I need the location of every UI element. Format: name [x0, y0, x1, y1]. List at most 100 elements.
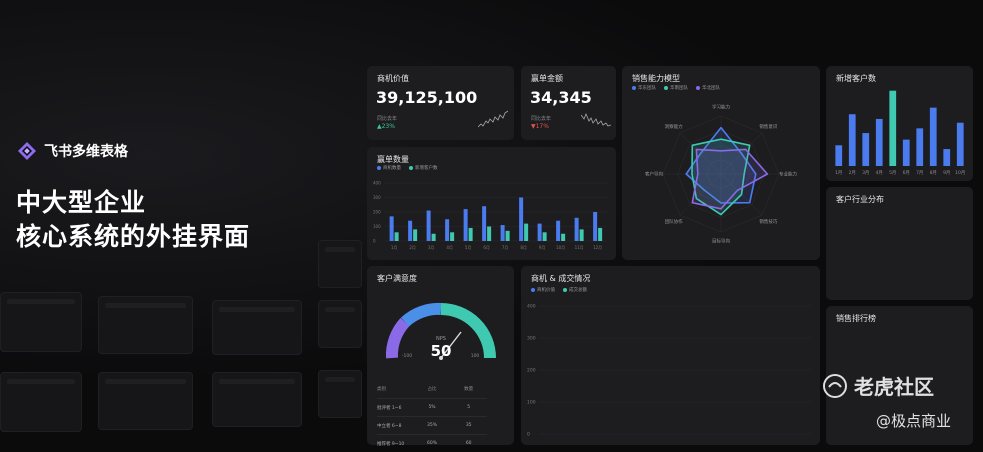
y-tick-label: 100 [527, 400, 536, 406]
ghost-card [212, 372, 302, 427]
bar [500, 225, 505, 241]
tick-label: 10月 [955, 170, 965, 176]
new-customers-card[interactable]: 新增客户数 1月 2月 3月 4月 5月 6月 7月 8月 9月 10月 [826, 66, 973, 181]
radar-axis-label: 专业能力 [779, 171, 797, 178]
brand: 飞书多维表格 [17, 141, 128, 161]
x-tick-label: 11月 [575, 245, 584, 250]
brand-name: 飞书多维表格 [44, 144, 128, 160]
bar [487, 226, 492, 241]
x-tick-label: 9月 [539, 245, 546, 250]
tick-label: 2月 [849, 170, 856, 176]
bar [505, 230, 510, 241]
sparkline [478, 110, 508, 128]
kpi-delta: ▲23% [377, 123, 395, 130]
nps-gauge: NPS 50 -100 100 [385, 302, 496, 360]
ranking-card[interactable]: 销售排行榜 [826, 306, 973, 445]
y-tick-label: 0 [373, 239, 376, 244]
bar [956, 122, 964, 166]
bar [579, 229, 584, 241]
opp-deals-card[interactable]: 商机 & 成交情况 商机价值 成交总额 400 300 200 100 0 [521, 266, 820, 445]
kpi-card-deal[interactable]: 赢单金额 34,345 同比去年 ▼17% [521, 66, 616, 140]
radar-series [691, 148, 769, 210]
kpi-compare-label: 同比去年 [531, 116, 552, 122]
x-tick-label: 10月 [556, 245, 565, 250]
legend-item: 商机数量 [377, 165, 401, 171]
legend-item: 成交总额 [563, 287, 587, 293]
tick-label: 1月 [835, 170, 842, 176]
kpi-title: 商机价值 [377, 74, 409, 83]
opp-deals-legend: 商机价值 成交总额 [531, 287, 587, 293]
nps-card[interactable]: 客户满意度 NPS 50 -100 100 类别 占比 数量 批评者 1~6 5% 5 … [367, 266, 514, 447]
kpi-compare-label: 同比去年 [377, 116, 398, 122]
headline-line2: 核心系统的外挂界面 [16, 222, 251, 251]
radar-axis-label: 销售意识 [759, 123, 777, 130]
ranking-title: 销售排行榜 [836, 314, 876, 323]
tick-label: 3月 [862, 170, 869, 176]
legend-item: 华北团队 [696, 85, 720, 91]
tick-label: 8月 [930, 170, 937, 176]
ghost-card [98, 296, 193, 354]
deals-count-card[interactable]: 赢单数量 商机数量 新增客户数 400 300 200 100 0 1月 2月 3月 4月 5月 6… [367, 147, 616, 260]
x-tick-label: 1月 [391, 245, 398, 250]
new-customers-chart: 1月 2月 3月 4月 5月 6月 7月 8月 9月 10月 [835, 90, 965, 176]
bar [556, 220, 561, 241]
watermark-main: 老虎社区 [854, 375, 934, 399]
y-tick-label: 400 [373, 181, 381, 186]
bar [542, 232, 547, 241]
y-tick-label: 0 [527, 432, 530, 438]
ghost-card [318, 370, 362, 418]
legend-item: 商机价值 [531, 287, 555, 293]
table-row: 中立者 6~8 35% 35 [377, 416, 487, 434]
bar [519, 197, 524, 241]
bar [426, 210, 431, 241]
bar [889, 90, 897, 166]
nps-label: NPS [436, 336, 446, 342]
bar [389, 216, 394, 241]
tick-label: 9月 [943, 170, 950, 176]
x-tick-label: 12月 [593, 245, 602, 250]
radar-axis-label: 洞察能力 [665, 123, 683, 130]
radar-axis-label: 学习能力 [712, 104, 730, 111]
kpi-delta: ▼17% [531, 123, 549, 130]
bar [463, 209, 468, 241]
kpi-value: 34,345 [530, 88, 592, 107]
tick-label: 5月 [889, 170, 896, 176]
feishu-bitable-logo-icon [18, 142, 36, 160]
ghost-card [0, 292, 82, 352]
nps-max-label: 100 [471, 353, 480, 359]
radar-axis [679, 173, 722, 216]
industry-title: 客户行业分布 [836, 195, 884, 204]
ghost-card [0, 372, 82, 432]
x-tick-label: 7月 [502, 245, 509, 250]
kpi-card-opportunity[interactable]: 商机价值 39,125,100 同比去年 ▲23% [367, 66, 514, 140]
table-row: 推荐者 9~10 60% 60 [377, 434, 487, 452]
radar-axis-label: 客户导向 [645, 171, 663, 178]
ghost-card [98, 372, 193, 430]
nps-title: 客户满意度 [377, 274, 417, 283]
radar-axis-label: 目标导向 [712, 238, 730, 245]
opp-deals-title: 商机 & 成交情况 [531, 274, 591, 283]
y-tick-label: 300 [373, 195, 381, 200]
watermark-sub: @极点商业 [876, 412, 952, 430]
deals-count-title: 赢单数量 [377, 155, 409, 164]
y-tick-label: 200 [373, 210, 381, 215]
nps-table: 类别 占比 数量 批评者 1~6 5% 5 中立者 6~8 35% 35 推荐者 9~10 6… [377, 380, 487, 452]
radar-axis-label: 销售技巧 [759, 218, 777, 225]
bar [450, 232, 455, 241]
bar [468, 227, 473, 241]
bar [431, 233, 436, 241]
nps-min-label: -100 [402, 353, 412, 359]
y-tick-label: 100 [373, 224, 381, 229]
industry-card[interactable]: 客户行业分布 [826, 187, 973, 300]
radar-chart-card[interactable]: 销售能力模型 华东团队 华南团队 华北团队 学习能力 销售意识 专业能力 销售技巧 目标… [622, 66, 820, 260]
bar [862, 133, 870, 166]
bar [413, 229, 418, 241]
kpi-title: 赢单金额 [531, 74, 563, 83]
bar [561, 233, 566, 241]
bar [943, 149, 951, 166]
bar [574, 217, 579, 241]
bar [524, 223, 529, 241]
opp-deals-chart: 400 300 200 100 0 [527, 304, 811, 438]
tiger-logo-icon [823, 373, 847, 398]
